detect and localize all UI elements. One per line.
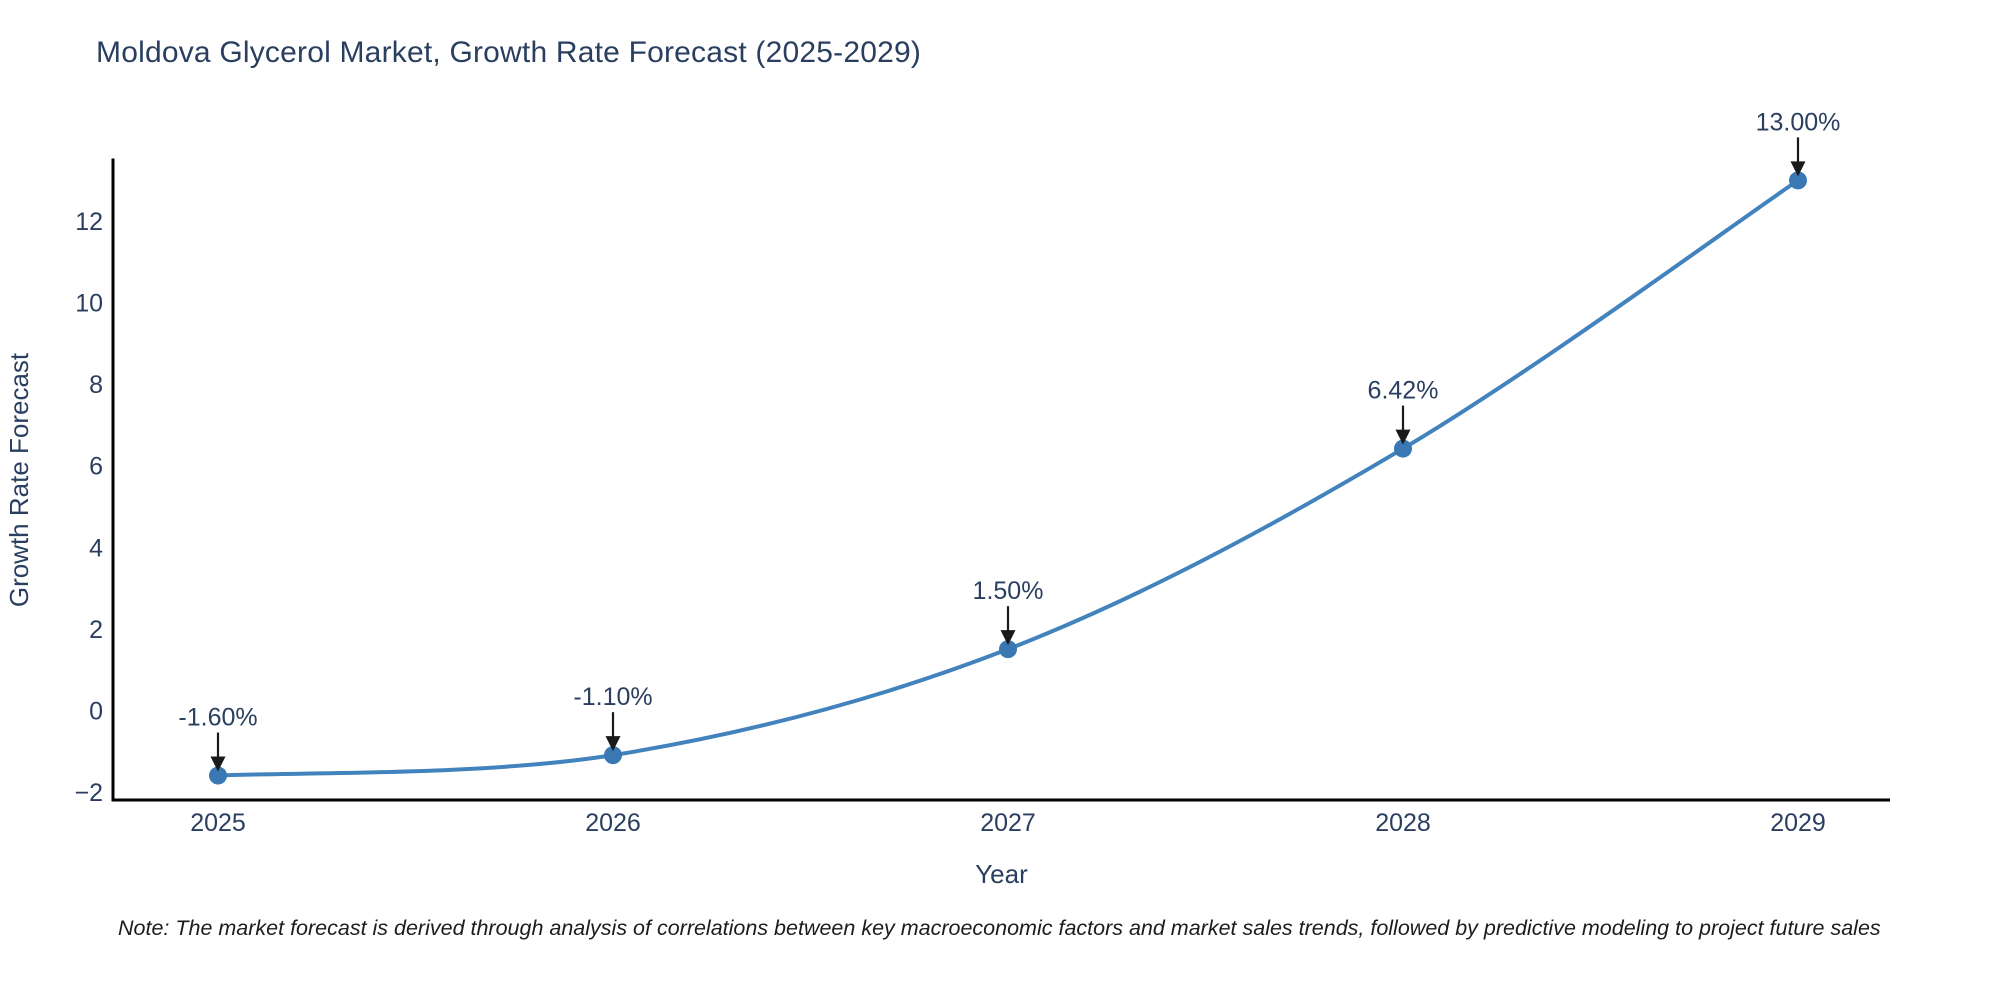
annotation-arrowhead-icon [210,756,226,772]
annotation-arrowhead-icon [1395,429,1411,445]
y-tick-label: 6 [89,453,103,481]
annotation-arrowhead-icon [605,736,621,752]
y-axis-title: Growth Rate Forecast [4,352,34,607]
x-tick-label: 2025 [190,809,246,837]
y-tick-label: 8 [89,371,103,399]
point-value-label: -1.60% [178,704,257,732]
y-tick-label: 12 [75,208,103,236]
y-tick-label: 4 [89,534,103,562]
data-point[interactable] [1394,439,1412,458]
forecast-line [216,178,1800,778]
x-axis-title: Year [975,859,1028,889]
chart-title: Moldova Glycerol Market, Growth Rate For… [96,36,922,69]
point-value-label: 1.50% [973,577,1044,605]
x-tick-label: 2027 [980,809,1036,837]
forecast-methodology-note: Note: The market forecast is derived thr… [118,916,1881,940]
x-tick-label: 2029 [1770,809,1826,837]
data-point[interactable] [209,766,227,785]
y-tick-label: 10 [75,290,103,318]
annotation-arrowhead-icon [1000,630,1016,646]
y-tick-label: 0 [89,697,103,725]
y-tick-label: −2 [74,779,103,807]
annotation-arrowhead-icon [1790,161,1806,177]
x-tick-label: 2028 [1375,809,1431,837]
data-point[interactable] [1789,171,1807,190]
data-point[interactable] [999,640,1017,659]
data-point[interactable] [604,746,622,765]
x-tick-label: 2026 [585,809,641,837]
point-value-label: -1.10% [573,683,652,711]
y-tick-label: 2 [89,616,103,644]
point-value-label: 13.00% [1756,108,1841,136]
point-value-label: 6.42% [1368,377,1439,405]
